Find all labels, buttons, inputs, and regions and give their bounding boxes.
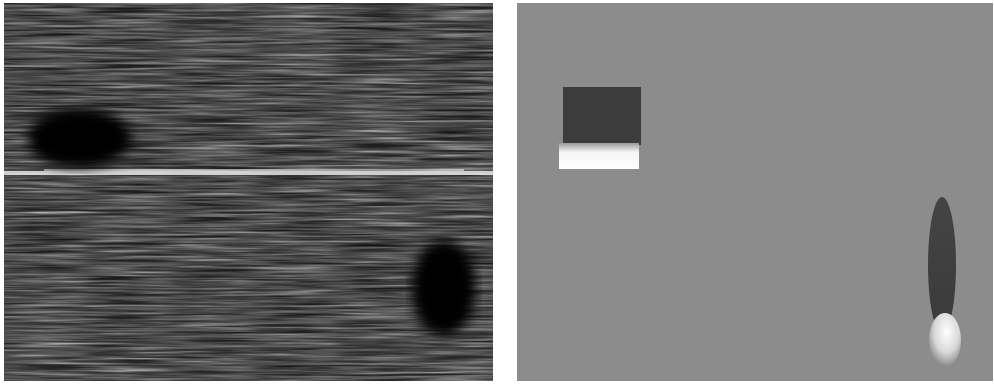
elongated-shadow	[928, 197, 956, 333]
speckle-noise	[4, 3, 493, 381]
noise-grain	[517, 3, 993, 381]
bright-streak	[4, 171, 493, 175]
dark-region-lower-right	[412, 240, 476, 336]
speckle-texture	[4, 3, 493, 381]
ultrasound-speckle-panel	[4, 3, 493, 381]
dark-region-upper-left	[27, 108, 131, 168]
phantom-panel	[517, 3, 993, 381]
bright-slab	[559, 143, 639, 169]
bright-sphere	[929, 313, 961, 367]
dark-block	[563, 87, 641, 145]
phantom-image	[517, 3, 993, 381]
